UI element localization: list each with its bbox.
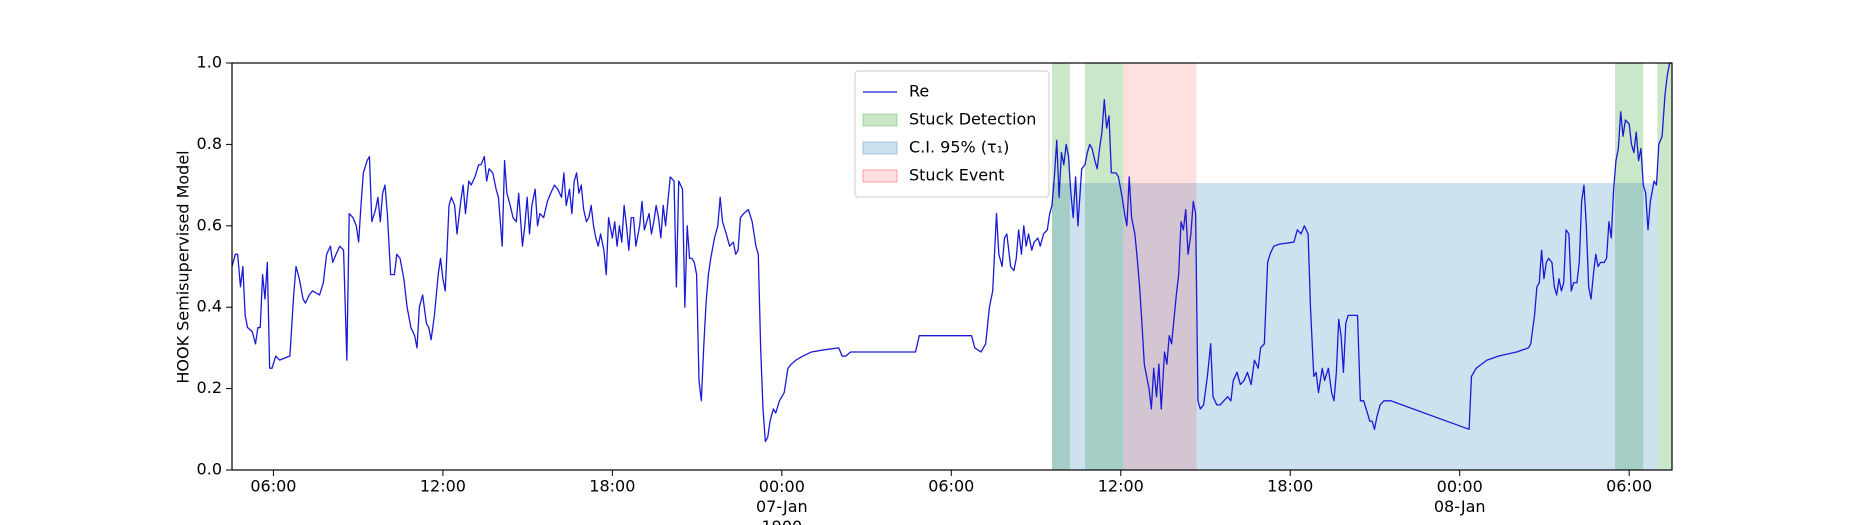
y-tick-label: 0.6 <box>197 215 222 234</box>
x-tick-label: 06:00 <box>250 477 296 496</box>
x-tick-label: 06:00 <box>1606 477 1652 496</box>
span <box>1123 63 1197 470</box>
x-tick-label: 00:00 08-Jan <box>1434 477 1486 516</box>
y-tick-label: 1.0 <box>197 53 222 72</box>
x-tick-label: 12:00 <box>1098 477 1144 496</box>
y-tick-label: 0.2 <box>197 378 222 397</box>
span <box>1084 63 1124 470</box>
x-tick-label: 18:00 <box>1267 477 1313 496</box>
line <box>231 62 1672 443</box>
legend-box <box>854 70 1050 198</box>
legend-patch <box>862 113 898 127</box>
span <box>1052 63 1070 470</box>
legend-patch <box>862 169 898 183</box>
legend-patch <box>862 141 898 155</box>
legend-label: Re <box>909 82 929 101</box>
legend-label: C.I. 95% (τ₁) <box>909 138 1009 157</box>
span <box>1052 183 1658 470</box>
x-tick-label: 06:00 <box>928 477 974 496</box>
legend-label: Stuck Event <box>909 166 1005 185</box>
y-tick-label: 0.0 <box>197 460 222 479</box>
x-tick-label: 12:00 <box>420 477 466 496</box>
x-tick-label: 18:00 <box>589 477 635 496</box>
y-axis-label: HOOK Semisupervised Model <box>174 150 193 383</box>
span <box>1657 63 1672 470</box>
axes-frame <box>231 62 1673 471</box>
y-tick-label: 0.4 <box>197 297 222 316</box>
y-tick-label: 0.8 <box>197 134 222 153</box>
legend-label: Stuck Detection <box>909 110 1036 129</box>
